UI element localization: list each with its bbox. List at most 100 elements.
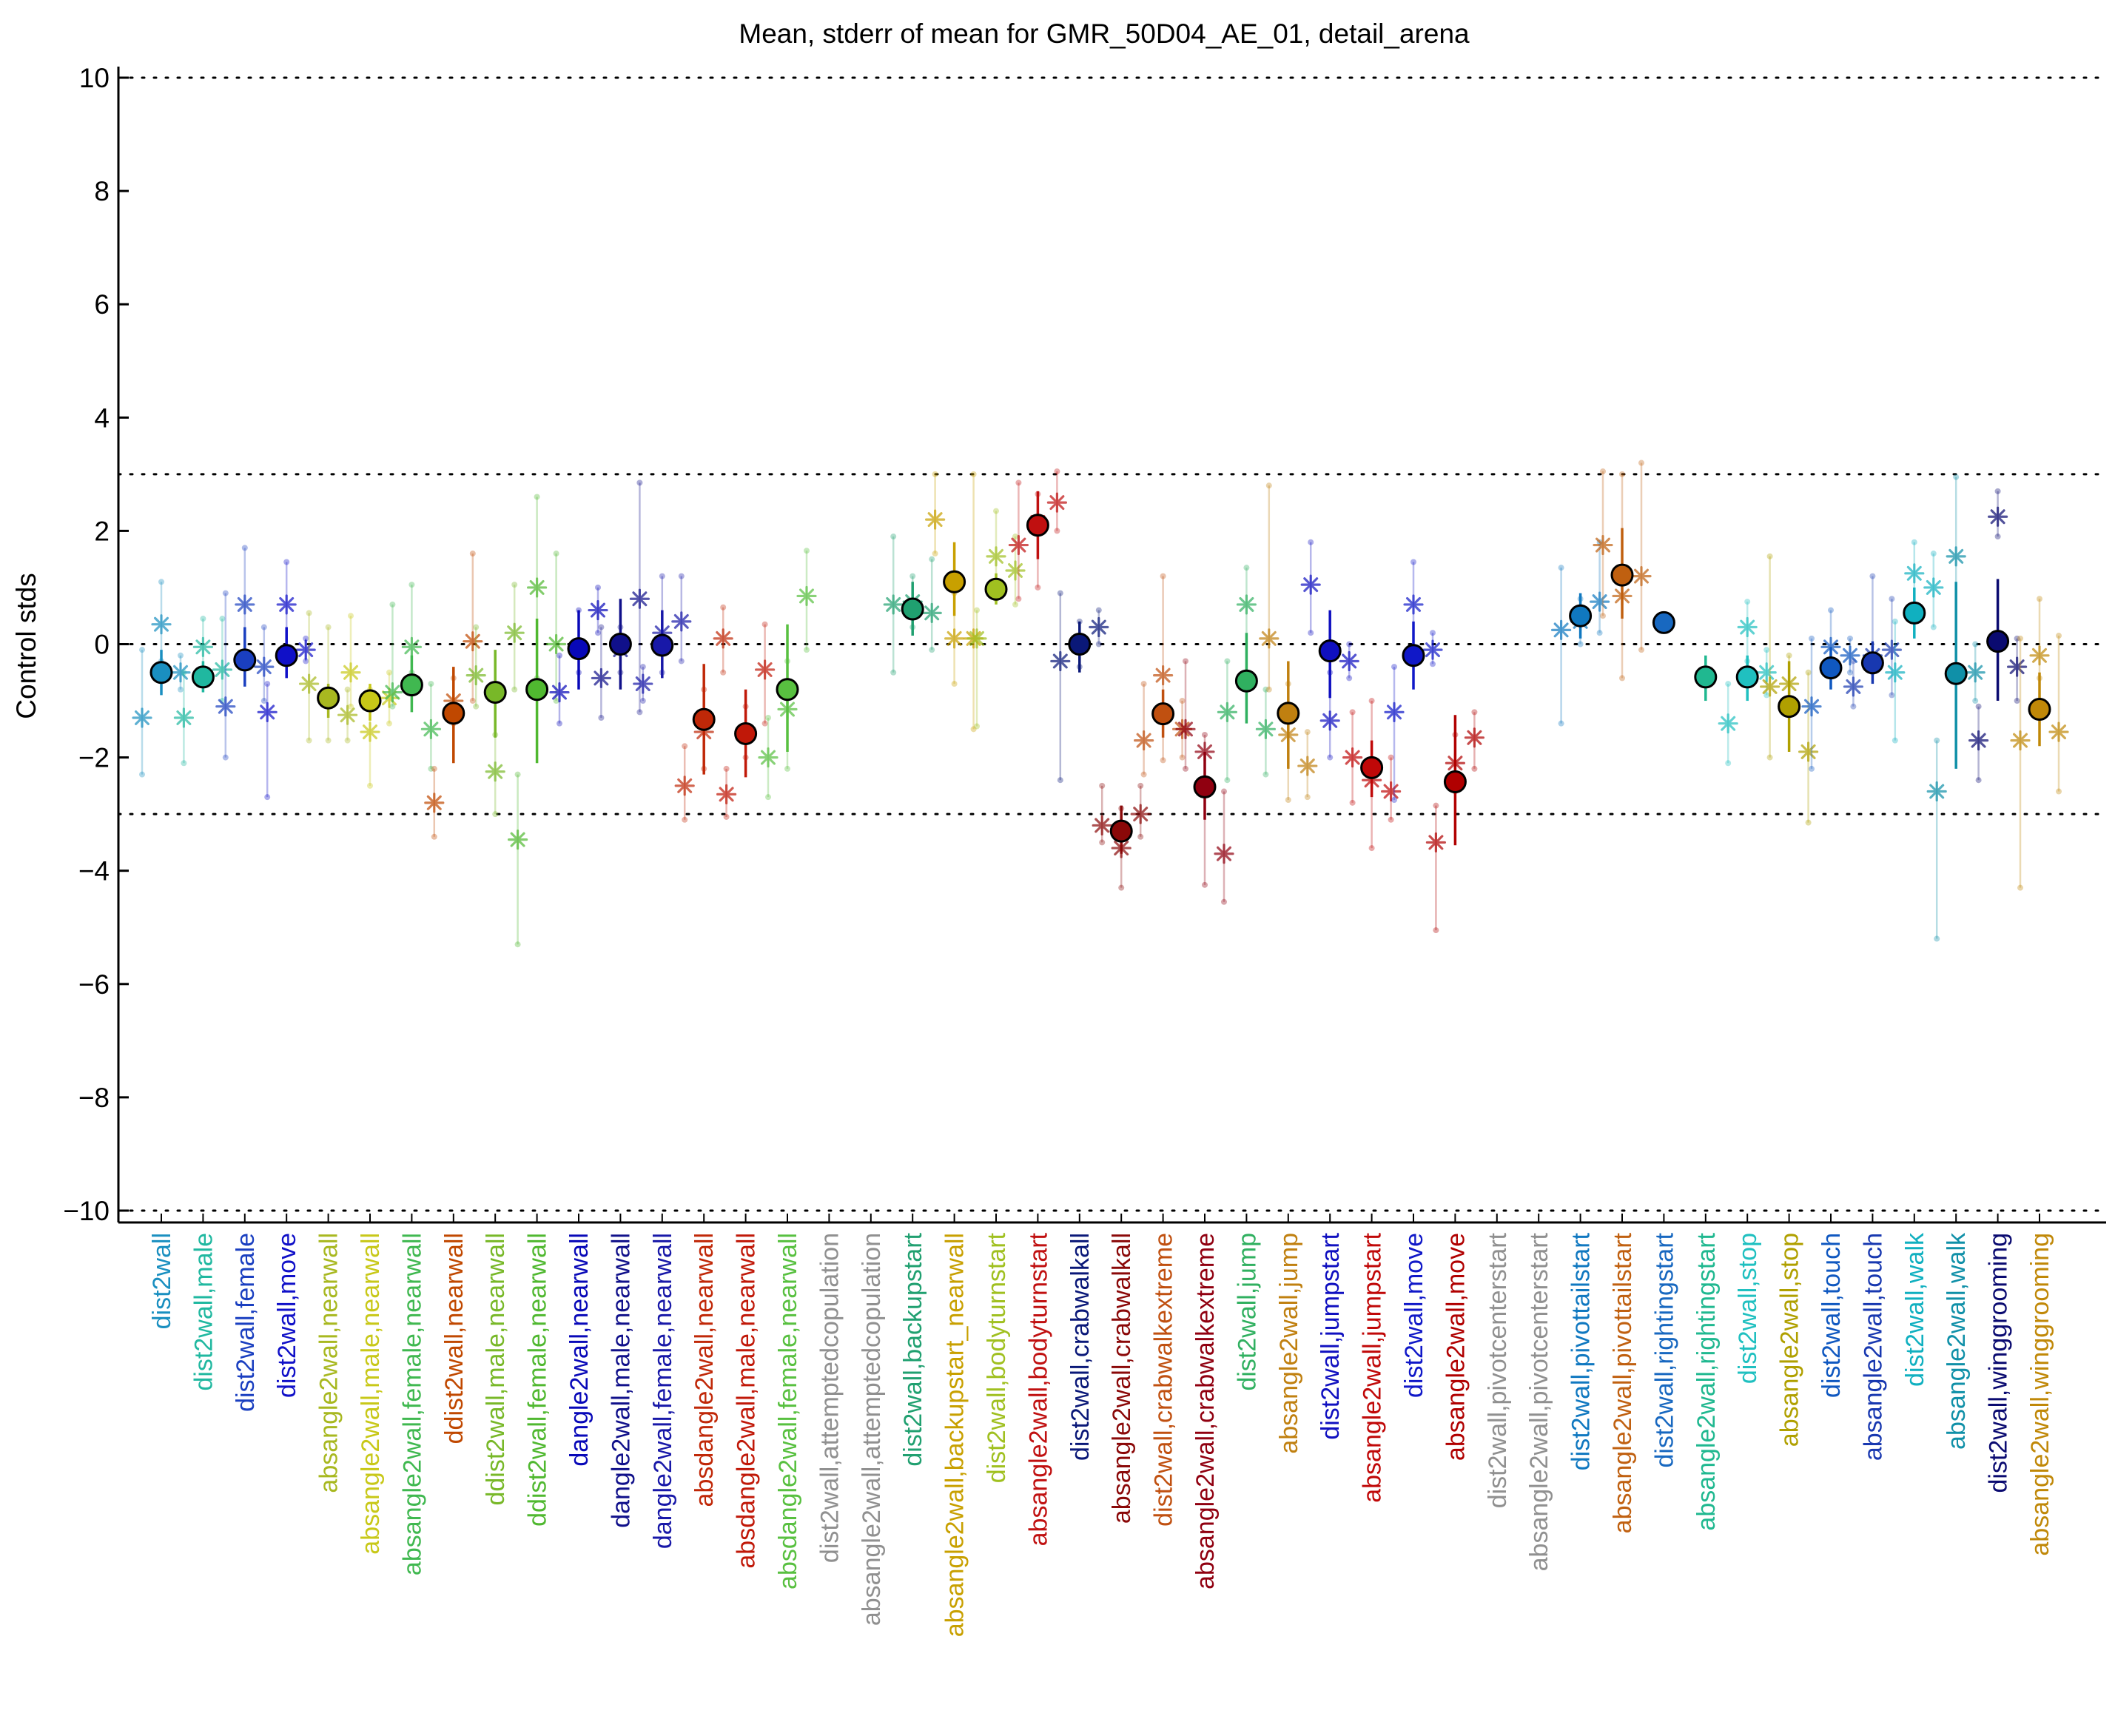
animal-mean-marker	[257, 702, 278, 722]
animal-range-cap	[1847, 669, 1853, 676]
asterisk-stroke	[635, 676, 650, 692]
asterisk-stroke	[468, 667, 484, 683]
animal-range-cap	[1763, 692, 1770, 699]
animal-mean-marker	[465, 665, 486, 686]
asterisk-stroke	[927, 512, 943, 528]
animal-range-cap	[219, 616, 226, 622]
animal-range-cap	[1224, 658, 1231, 665]
y-axis-label: Control stds	[11, 573, 41, 719]
animal-mean-marker	[295, 639, 316, 660]
animal-range-cap	[1391, 797, 1397, 804]
x-tick-label: absangle2wall,jump	[1275, 1233, 1303, 1454]
animal-range-cap	[306, 610, 312, 616]
animal-range-cap	[1368, 698, 1375, 704]
asterisk-stroke	[510, 832, 525, 847]
animal-range-cap	[2014, 698, 2020, 704]
animal-mean-marker	[526, 577, 548, 598]
category-group	[1259, 482, 1318, 804]
animal-mean-marker	[1175, 719, 1196, 739]
asterisk-stroke	[1322, 713, 1338, 728]
animal-range-cap	[1638, 647, 1644, 653]
animal-mean-marker	[1089, 616, 1109, 638]
animal-mean-marker	[1590, 591, 1610, 612]
animal-range-cap	[1308, 539, 1314, 545]
animal-range-cap	[595, 630, 601, 636]
animal-mean-marker	[132, 707, 152, 728]
animal-range-cap	[1262, 771, 1269, 778]
category-group	[1593, 460, 1652, 682]
asterisk-stroke	[1553, 622, 1569, 638]
asterisk-stroke	[1971, 733, 1986, 748]
asterisk-stroke	[1721, 716, 1736, 731]
animal-range-cap	[348, 613, 354, 619]
animal-range-cap	[1433, 927, 1439, 934]
asterisk-stroke	[798, 588, 815, 604]
animal-range-cap	[639, 698, 646, 704]
category-group	[1050, 590, 1109, 784]
animal-range-cap	[1140, 681, 1147, 687]
animal-range-cap	[932, 471, 938, 477]
animal-range-cap	[2017, 635, 2023, 642]
animal-range-cap	[1430, 630, 1436, 636]
asterisk-stroke	[1887, 665, 1903, 680]
y-tick-label: 10	[79, 63, 110, 93]
animal-range-cap	[469, 698, 476, 704]
animal-mean-marker	[235, 594, 255, 615]
animal-range-cap	[1346, 675, 1353, 682]
animal-mean-marker	[713, 628, 733, 649]
animal-range-cap	[636, 480, 643, 486]
y-tick-label: 2	[94, 516, 110, 546]
animal-range-cap	[1744, 599, 1751, 605]
asterisk-stroke	[1990, 509, 2005, 525]
animal-range-cap	[1930, 624, 1937, 630]
animal-range-cap	[1410, 559, 1416, 565]
x-tick-label: ddist2wall,female,nearwall	[524, 1233, 552, 1527]
x-tick-label: absangle2wall,touch	[1859, 1233, 1887, 1461]
animal-mean-marker	[1923, 577, 1944, 598]
asterisk-stroke	[488, 764, 503, 779]
animal-range-cap	[1054, 468, 1060, 475]
mean-marker	[1026, 514, 1049, 537]
animal-range-cap	[1638, 460, 1644, 466]
animal-range-cap	[260, 698, 267, 704]
animal-range-cap	[222, 590, 229, 596]
animal-range-cap	[659, 573, 665, 579]
asterisk-stroke	[1425, 642, 1441, 658]
asterisk-stroke	[1759, 665, 1775, 680]
asterisk-stroke	[677, 778, 693, 793]
mean-marker	[275, 644, 298, 667]
animal-range-cap	[1346, 641, 1353, 647]
animal-range-cap	[1095, 607, 1102, 613]
mean-marker	[317, 686, 340, 710]
animal-range-cap	[1224, 777, 1231, 784]
asterisk-stroke	[298, 642, 314, 658]
animal-mean-marker	[1425, 832, 1447, 853]
animal-mean-marker	[1840, 645, 1860, 666]
x-tick-label: absangle2wall,attemptedcopulation	[858, 1233, 886, 1626]
mean-marker	[1318, 639, 1342, 663]
animal-mean-marker	[254, 656, 275, 677]
category-group	[1008, 468, 1068, 602]
mean-marker	[233, 648, 257, 672]
y-tick-label: −8	[78, 1083, 110, 1113]
asterisk-stroke	[218, 699, 233, 714]
animal-range-cap	[1763, 647, 1770, 653]
category-group	[549, 584, 608, 727]
animal-range-cap	[974, 607, 980, 613]
mean-marker	[608, 633, 632, 656]
animal-range-cap	[1577, 641, 1584, 647]
animal-mean-marker	[1130, 804, 1151, 824]
mean-marker	[1360, 756, 1384, 779]
animal-range-cap	[598, 715, 605, 721]
asterisk-stroke	[1926, 579, 1941, 595]
animal-range-cap	[1975, 703, 1982, 710]
animal-mean-marker	[1403, 594, 1424, 615]
animal-mean-marker	[1718, 713, 1738, 734]
x-tick-label: absangle2wall,backupstart_nearwall	[941, 1233, 969, 1637]
animal-range-cap	[200, 616, 206, 622]
mean-marker	[1610, 563, 1634, 587]
y-tick-label: −2	[78, 743, 110, 773]
asterisk-stroke	[2032, 647, 2047, 663]
asterisk-stroke	[1929, 784, 1945, 799]
category-group	[424, 551, 483, 840]
